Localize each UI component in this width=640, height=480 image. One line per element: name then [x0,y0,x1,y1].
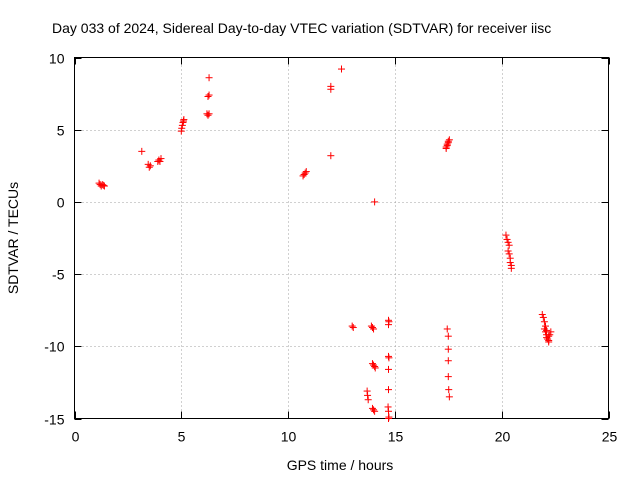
y-tick-label: -5 [52,267,65,283]
data-point [502,231,510,239]
data-point [445,393,453,401]
x-tick-label: 20 [495,429,511,445]
data-point [205,91,213,99]
y-tick-label: 0 [57,195,65,211]
x-tick-labels: 0 5 10 15 20 25 [72,429,618,445]
y-axis-label: SDTVAR / TECUs [5,182,21,294]
data-point [444,332,452,340]
data-point [204,111,212,119]
data-point [371,363,379,371]
data-point [384,365,392,373]
data-point [178,121,186,129]
data-point [385,354,393,362]
data-point [444,345,452,353]
data-point [371,364,379,372]
data-point [99,181,107,189]
data-point [444,357,452,365]
data-point [443,140,451,148]
y-tick-label: 5 [57,123,65,139]
x-tick-label: 15 [388,429,404,445]
data-point [506,259,514,267]
data-point [145,163,153,171]
data-point [538,311,546,319]
data-point [384,386,392,394]
data-point [180,116,188,124]
data-point [157,155,165,163]
y-tick-label: -10 [44,339,64,355]
data-point [370,361,378,369]
data-point [545,338,553,346]
y-tick-labels: -15 -10 -5 0 5 10 [44,51,64,428]
x-axis-label: GPS time / hours [287,457,394,473]
data-point [442,143,450,151]
data-point [504,247,512,255]
data-point [371,198,379,206]
data-point [540,318,548,326]
data-point [156,157,164,165]
x-tick-label: 25 [602,429,618,445]
data-point [301,169,309,177]
data-point [547,328,555,336]
data-point [205,110,213,118]
data-point [503,235,511,243]
data-point [539,313,547,321]
data-point [364,391,372,399]
data-point [543,326,551,334]
data-point [327,82,335,90]
data-point [204,92,212,100]
data-point [385,318,393,326]
data-point [505,250,513,258]
data-point [368,324,376,332]
chart-title: Day 033 of 2024, Sidereal Day-to-day VTE… [52,20,551,36]
grid [74,57,609,419]
data-point [302,168,310,176]
data-point [504,238,512,246]
data-point [546,331,554,339]
data-point [146,162,154,170]
data-point [370,406,378,414]
data-point [349,324,357,332]
data-point [445,386,453,394]
x-tick-label: 5 [178,429,186,445]
data-point [338,65,345,73]
y-tick-label: 10 [49,51,65,67]
data-point [384,415,392,422]
data-point [544,335,552,343]
data-point [445,136,453,144]
ticks [74,57,610,420]
data-point [138,147,146,155]
data-point [444,373,452,381]
data-point [444,137,452,145]
x-tick-label: 10 [281,429,297,445]
data-point [100,182,108,190]
data-point [370,325,378,333]
data-point [507,264,515,272]
data-point [327,152,335,160]
plot-frame [74,57,609,419]
y-tick-label: -15 [44,412,64,428]
data-point [364,396,372,404]
data-points [95,65,555,422]
data-point [371,407,379,415]
data-point [178,124,186,132]
data-point [205,74,213,82]
x-tick-label: 0 [72,429,80,445]
data-point [505,241,513,249]
data-point [348,322,356,330]
data-point [443,325,451,333]
